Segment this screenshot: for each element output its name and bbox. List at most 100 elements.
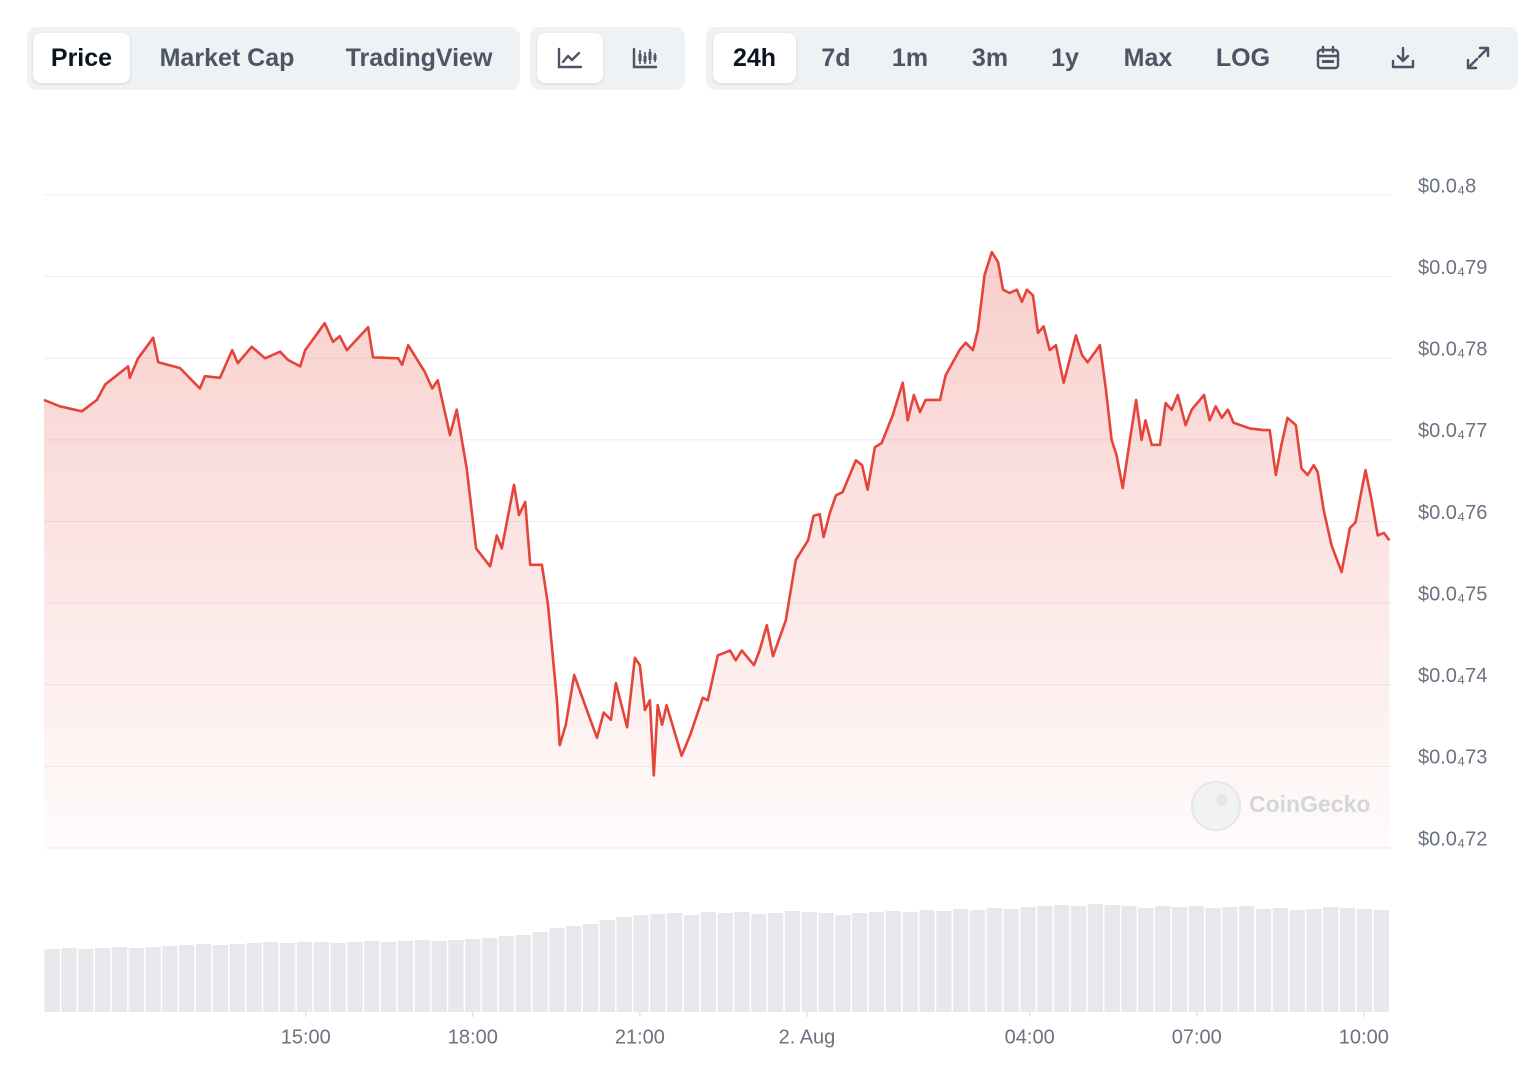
volume-bar: [431, 941, 447, 1012]
volume-bar: [44, 949, 60, 1012]
volume-bar: [195, 944, 212, 1012]
volume-bar: [902, 912, 918, 1012]
y-tick-label: $0.0₄73: [1418, 747, 1487, 769]
x-tick-label: 2. Aug: [779, 1026, 836, 1048]
range-button[interactable]: LOG: [1215, 44, 1271, 72]
line-chart-button[interactable]: [537, 33, 603, 83]
volume-bar: [1121, 906, 1137, 1012]
volume-bar: [1239, 906, 1255, 1012]
volume-bar: [599, 920, 616, 1012]
volume-bar: [1138, 908, 1154, 1012]
volume-bar: [1289, 910, 1305, 1012]
volume-bar: [111, 947, 128, 1012]
volume-bar: [734, 912, 750, 1012]
price-area: [44, 252, 1390, 849]
fullscreen-icon: [1466, 46, 1490, 70]
volume-bar: [1356, 909, 1373, 1012]
range-button[interactable]: 24h: [713, 33, 796, 83]
volume-bar: [885, 911, 902, 1012]
volume-bar: [616, 917, 632, 1012]
x-tick-label: 18:00: [448, 1026, 498, 1048]
volume-bar: [1222, 907, 1238, 1012]
volume-bar: [986, 908, 1003, 1012]
candle-chart-button[interactable]: [612, 33, 678, 83]
volume-bar: [1188, 906, 1204, 1012]
x-tick-label: 04:00: [1005, 1026, 1055, 1048]
volume-bar: [162, 946, 178, 1012]
volume-bar: [532, 932, 548, 1012]
volume-bar: [784, 911, 801, 1012]
view-button[interactable]: Price: [33, 33, 130, 83]
range-button[interactable]: 1m: [891, 44, 929, 72]
volume-bar: [229, 944, 245, 1012]
volume-bar: [700, 912, 716, 1012]
volume-bar: [128, 948, 144, 1012]
fullscreen-button[interactable]: [1453, 33, 1503, 83]
volume-bar: [498, 936, 515, 1012]
volume-bar: [1003, 909, 1019, 1012]
volume-bar: [566, 926, 582, 1012]
volume-bar: [1205, 908, 1221, 1012]
volume-bar: [1020, 907, 1036, 1012]
volume-bar: [465, 939, 481, 1012]
volume-bar: [953, 909, 969, 1012]
range-group: [706, 27, 1518, 90]
volume-bar: [448, 940, 464, 1012]
volume-bar: [549, 928, 565, 1012]
volume-bar: [919, 910, 935, 1012]
volume-bar: [1272, 908, 1289, 1012]
line-chart-icon: [557, 47, 583, 69]
volume-bar: [650, 914, 666, 1012]
y-tick-label: $0.0₄75: [1418, 583, 1487, 605]
watermark: CoinGecko: [1191, 781, 1370, 831]
y-tick-label: $0.0₄76: [1418, 502, 1487, 524]
volume-bar: [683, 915, 700, 1012]
volume-bar: [835, 915, 851, 1012]
y-tick-label: $0.0₄72: [1418, 828, 1487, 850]
volume-bar: [263, 942, 279, 1012]
range-button[interactable]: Max: [1123, 44, 1173, 72]
x-tick-label: 21:00: [615, 1026, 665, 1048]
volume-bar: [1154, 906, 1171, 1012]
volume-bar: [414, 940, 430, 1012]
volume-bar: [667, 913, 683, 1012]
volume-bar: [1037, 906, 1053, 1012]
y-tick-label: $0.0₄79: [1418, 257, 1487, 279]
calendar-icon: [1316, 45, 1340, 70]
volume-bar: [582, 924, 599, 1012]
volume-bar: [1171, 907, 1188, 1012]
volume-bar: [364, 941, 380, 1012]
download-icon: [1391, 46, 1415, 69]
volume-bar: [296, 942, 313, 1012]
price-line: [43, 250, 1391, 777]
watermark-logo: [1191, 781, 1241, 831]
volume-bar: [381, 942, 397, 1012]
volume-bar: [1306, 909, 1322, 1012]
range-button[interactable]: 3m: [971, 44, 1009, 72]
volume-bar: [1070, 906, 1087, 1012]
volume-bar: [145, 947, 161, 1012]
volume-bar: [179, 945, 195, 1012]
volume-bar: [397, 941, 414, 1012]
volume-bar: [347, 942, 363, 1012]
volume-bar: [633, 915, 649, 1012]
watermark-logo-eye: [1216, 794, 1228, 806]
view-button[interactable]: TradingView: [345, 44, 493, 72]
view-button[interactable]: Market Cap: [159, 44, 295, 72]
x-tick-label: 10:00: [1339, 1026, 1389, 1048]
download-button[interactable]: [1378, 33, 1428, 83]
calendar-button[interactable]: [1303, 33, 1353, 83]
volume-bar: [969, 910, 986, 1012]
volume-bar: [1104, 905, 1120, 1012]
range-button[interactable]: 7d: [821, 44, 851, 72]
volume-bar: [280, 943, 296, 1012]
volume-bar: [767, 913, 784, 1012]
x-tick-label: 07:00: [1172, 1026, 1222, 1048]
volume-bar: [1373, 910, 1389, 1012]
range-button[interactable]: 1y: [1051, 44, 1079, 72]
x-tick-label: 15:00: [281, 1026, 331, 1048]
y-tick-label: $0.0₄8: [1418, 175, 1476, 197]
volume-bar: [818, 913, 834, 1012]
volume-bar: [94, 948, 111, 1012]
